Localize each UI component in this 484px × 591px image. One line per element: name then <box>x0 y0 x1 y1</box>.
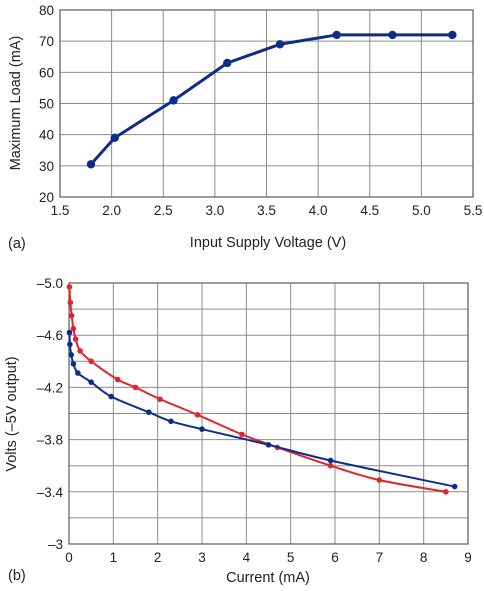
series-line-0 <box>89 33 453 166</box>
data-point <box>88 379 94 385</box>
y-tick-label: –5.0 <box>37 276 63 291</box>
data-point <box>199 426 205 432</box>
x-tick-label: 8 <box>420 550 428 565</box>
chart-panel-a: 1.5 2.0 2.5 3.0 3.5 4.0 4.5 5.0 5.5 20 30 40 50 60 70 8… <box>8 3 482 252</box>
data-point <box>132 384 139 391</box>
data-point <box>451 483 458 490</box>
x-tick-label: 5 <box>287 550 295 565</box>
x-tick-label: 3.0 <box>205 203 224 218</box>
x-tick-label: 5.5 <box>464 203 483 218</box>
panel-label: (a) <box>8 236 26 252</box>
x-tick-label: 2 <box>154 550 162 565</box>
y-tick-label: –3.8 <box>37 433 63 448</box>
y-tick-label: –4.2 <box>37 380 63 395</box>
data-point <box>448 30 457 40</box>
x-tick-label: 7 <box>376 550 384 565</box>
data-point <box>327 457 334 464</box>
x-tick-label: 2.0 <box>102 203 121 218</box>
data-point <box>376 477 383 483</box>
y-axis-label: Volts (–5V output) <box>4 356 20 471</box>
data-point <box>194 412 201 418</box>
data-point <box>86 160 96 169</box>
data-point <box>67 299 74 306</box>
data-point <box>157 396 163 402</box>
x-tick-label: 5.0 <box>412 203 431 218</box>
data-point <box>168 418 174 425</box>
data-point <box>68 312 75 319</box>
x-axis-label: Input Supply Voltage (V) <box>190 235 346 251</box>
y-tick-label: –4.6 <box>37 328 63 343</box>
data-point <box>114 376 121 383</box>
data-point <box>169 96 178 105</box>
chart-panel-b: 0 1 2 3 4 5 6 7 8 9 –5.0 –4.6 –4.2 –3.8 –3.4 –3 Current … <box>4 276 472 586</box>
data-point <box>75 370 81 376</box>
x-tick-label: 3.5 <box>257 203 276 218</box>
data-point <box>223 58 232 68</box>
data-point <box>332 30 341 40</box>
data-point <box>108 393 114 400</box>
data-point <box>239 431 245 438</box>
data-point <box>66 329 73 336</box>
x-axis-label: Current (mA) <box>226 570 310 586</box>
x-tick-label: 1 <box>110 550 118 565</box>
data-point <box>388 30 397 40</box>
y-tick-label: 50 <box>39 97 54 112</box>
panel-label: (b) <box>8 568 26 584</box>
y-tick-label: 70 <box>39 34 54 49</box>
x-tick-label: 1.5 <box>51 203 70 218</box>
y-tick-label: –3 <box>48 537 63 552</box>
x-tick-label: 0 <box>65 550 73 565</box>
x-tick-label: 9 <box>464 550 472 565</box>
x-tick-label: 6 <box>331 550 339 565</box>
data-point <box>77 348 83 354</box>
y-axis-label: Maximum Load (mA) <box>8 36 24 171</box>
series-line-1 <box>68 332 455 488</box>
data-point <box>88 358 94 365</box>
data-point <box>72 336 79 342</box>
y-tick-label: 30 <box>39 159 54 174</box>
plot-frame <box>68 282 469 545</box>
data-point <box>70 325 77 332</box>
x-tick-label: 3 <box>198 550 206 565</box>
y-tick-label: –3.4 <box>37 485 64 500</box>
y-tick-label: 60 <box>39 65 54 80</box>
data-point <box>146 409 152 415</box>
data-point <box>68 351 75 358</box>
data-point <box>67 341 73 348</box>
y-tick-label: 80 <box>39 3 54 18</box>
data-point <box>70 361 77 367</box>
data-point <box>327 462 334 469</box>
y-tick-label: 40 <box>39 128 54 143</box>
y-tick-label: 20 <box>39 190 54 205</box>
data-point <box>110 133 119 142</box>
x-tick-label: 2.5 <box>154 203 173 218</box>
data-point <box>265 442 272 448</box>
data-point <box>275 40 285 49</box>
plot-frame <box>59 9 474 198</box>
x-tick-label: 4.5 <box>360 203 379 218</box>
data-point <box>443 489 449 495</box>
x-tick-label: 4 <box>243 550 251 565</box>
x-tick-label: 4.0 <box>309 203 328 218</box>
data-point <box>66 284 73 290</box>
series-line-0 <box>68 286 447 493</box>
